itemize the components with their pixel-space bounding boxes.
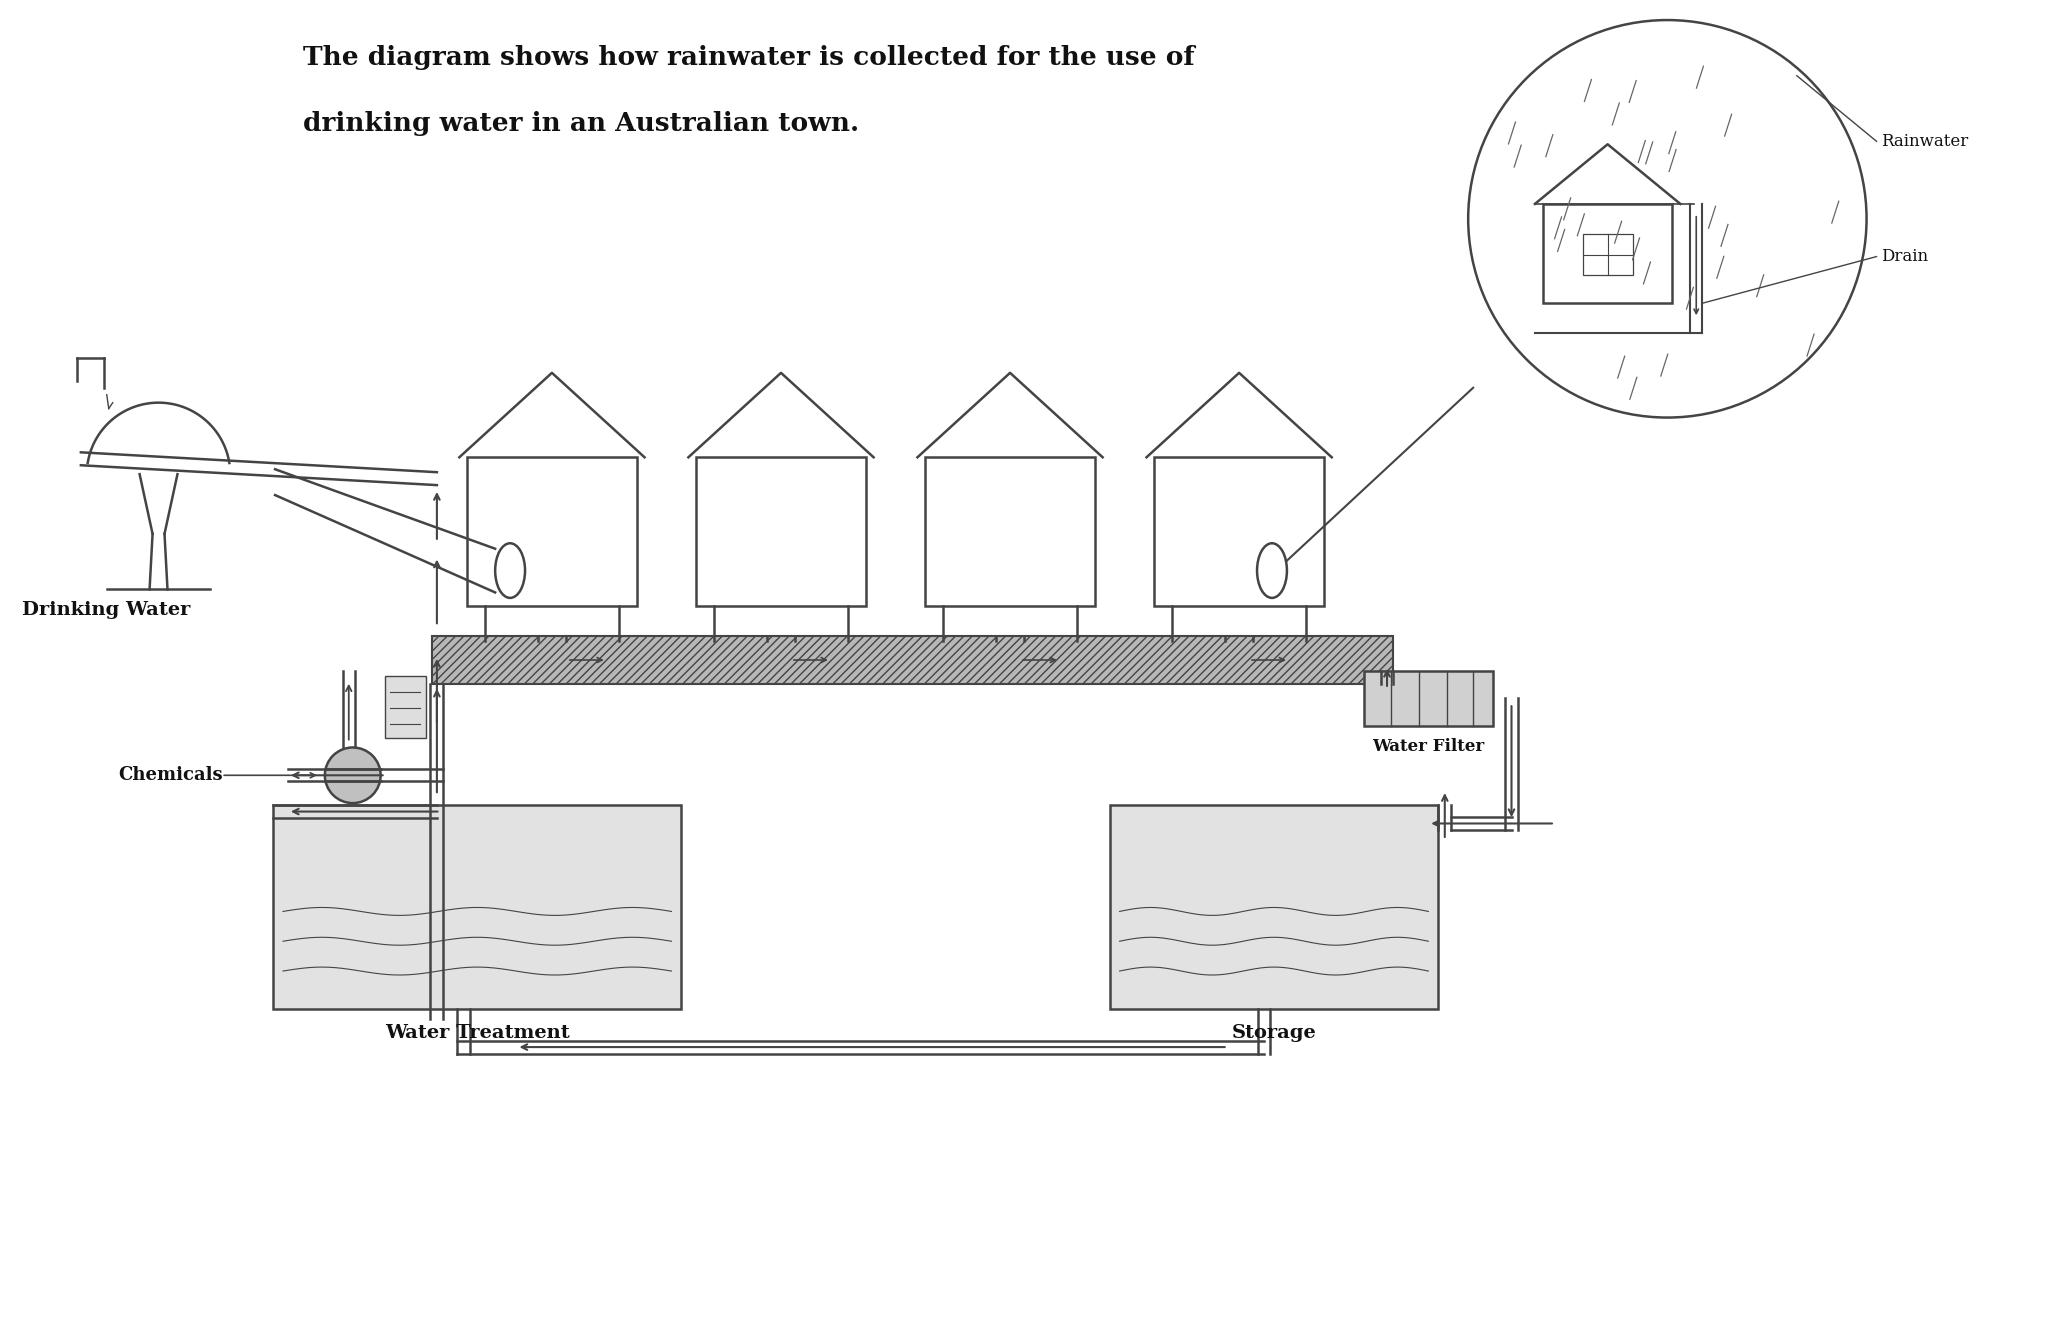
Bar [1364, 671, 1493, 725]
Bar [272, 805, 682, 1009]
Text: Drinking Water: Drinking Water [23, 602, 190, 619]
Circle shape [326, 748, 381, 804]
Text: Drain: Drain [1882, 248, 1929, 265]
Text: The diagram shows how rainwater is collected for the use of: The diagram shows how rainwater is colle… [303, 45, 1194, 70]
Bar [696, 457, 866, 606]
Text: Storage: Storage [1231, 1024, 1317, 1042]
Text: Water Filter: Water Filter [1372, 737, 1485, 754]
Bar [1542, 204, 1673, 304]
Bar [432, 636, 1393, 684]
Text: drinking water in an Australian town.: drinking water in an Australian town. [303, 111, 858, 137]
Bar [385, 676, 426, 737]
Bar [926, 457, 1096, 606]
Bar [467, 457, 637, 606]
Text: Chemicals: Chemicals [119, 766, 223, 784]
Bar [1155, 457, 1323, 606]
Text: Rainwater: Rainwater [1882, 133, 1968, 150]
Text: Water Treatment: Water Treatment [385, 1024, 569, 1042]
Bar [1110, 805, 1438, 1009]
Bar [1583, 233, 1632, 276]
